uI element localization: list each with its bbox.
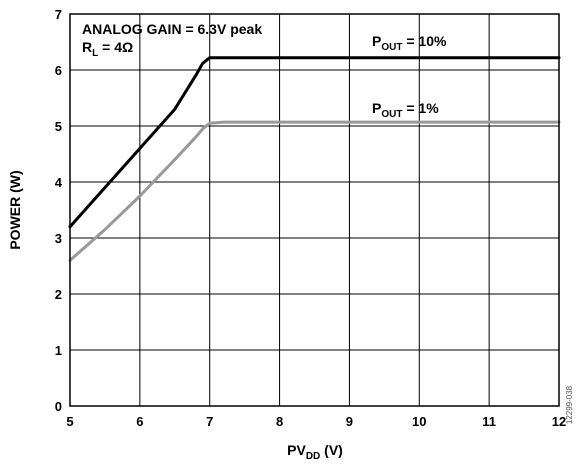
- plot-frame: [69, 13, 560, 407]
- series-label-pout-1: POUT = 1%: [372, 100, 439, 120]
- y-tick-label: 3: [55, 231, 62, 246]
- y-tick-label: 6: [55, 63, 62, 78]
- data-series: [68, 56, 561, 262]
- x-tick-label: 11: [482, 414, 496, 429]
- y-tick-label: 5: [55, 119, 62, 134]
- x-tick-label: 10: [412, 414, 426, 429]
- series-line-pout-1: [68, 120, 561, 262]
- y-tick-label: 1: [55, 343, 62, 358]
- x-tick-label: 5: [66, 414, 73, 429]
- x-axis-title: PVDD (V): [287, 442, 343, 462]
- y-axis-title: POWER (W): [7, 170, 23, 249]
- x-tick-label: 6: [136, 414, 143, 429]
- y-tick-label: 7: [55, 7, 62, 22]
- y-tick-label: 4: [55, 175, 63, 190]
- load-resistance-label: RL = 4Ω: [82, 39, 133, 59]
- y-tick-label: 0: [55, 399, 62, 414]
- grid-lines: [70, 14, 559, 406]
- series-line-pout-10: [68, 56, 561, 229]
- x-tick-label: 12: [552, 414, 566, 429]
- x-tick-label: 7: [206, 414, 213, 429]
- x-tick-label: 9: [346, 414, 353, 429]
- x-tick-labels: 5 6 7 8 9 10 11 12: [66, 414, 566, 429]
- y-tick-label: 2: [55, 287, 62, 302]
- series-label-pout-10: POUT = 10%: [372, 33, 447, 53]
- x-tick-label: 8: [276, 414, 283, 429]
- analog-gain-label: ANALOG GAIN = 6.3V peak: [82, 21, 262, 37]
- figure-id: 12299-038: [565, 385, 574, 424]
- y-tick-labels: 0 1 2 3 4 5 6 7: [55, 7, 63, 414]
